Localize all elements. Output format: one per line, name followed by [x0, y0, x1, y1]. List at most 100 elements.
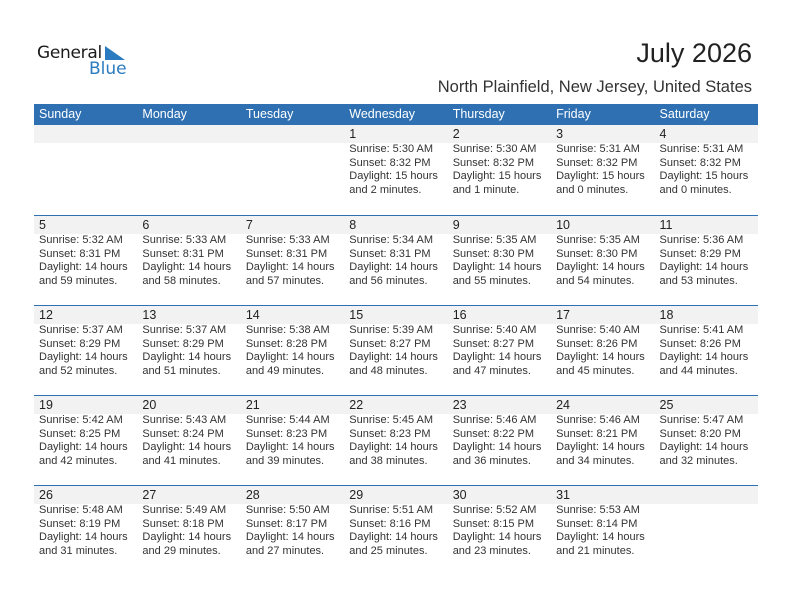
day-number: 2	[452, 127, 460, 141]
sunset-text: Sunset: 8:23 PM	[245, 427, 328, 440]
daylight-text: Daylight: 14 hours	[142, 441, 232, 453]
day-number: 31	[556, 488, 571, 502]
day-cell: 21 Sunrise: 5:44 AM Sunset: 8:23 PM Dayligh…	[241, 396, 344, 468]
day-number: 30	[452, 488, 467, 502]
day-cell: 2 Sunrise: 5:30 AM Sunset: 8:32 PM Daylight…	[448, 125, 551, 197]
day-number: 24	[556, 398, 571, 412]
weekday-header-row: Sunday Monday Tuesday Wednesday Thursday Frid…	[34, 104, 758, 125]
sunrise-text: Sunrise: 5:44 AM	[245, 414, 330, 426]
daylight-text: Daylight: 14 hours	[659, 441, 749, 453]
weekday-monday: Monday	[142, 107, 187, 121]
day-number: 6	[142, 218, 150, 232]
week-row: 1 Sunrise: 5:30 AM Sunset: 8:32 PM Daylight…	[34, 125, 758, 215]
daylight-text: Daylight: 14 hours	[349, 261, 438, 273]
day-cell: 11 Sunrise: 5:36 AM Sunset: 8:29 PM Dayligh…	[655, 216, 758, 288]
empty-day-cell	[34, 125, 137, 197]
week-row: 19 Sunrise: 5:42 AM Sunset: 8:25 PM Dayligh…	[34, 395, 758, 485]
sunset-text: Sunset: 8:25 PM	[39, 427, 121, 440]
empty-day-cell	[241, 125, 344, 197]
sunrise-text: Sunrise: 5:49 AM	[142, 504, 227, 516]
sunrise-text: Sunrise: 5:36 AM	[659, 234, 744, 246]
sunrise-text: Sunrise: 5:40 AM	[556, 324, 640, 336]
day-number: 20	[142, 398, 157, 412]
day-cell: 17 Sunrise: 5:40 AM Sunset: 8:26 PM Dayligh…	[551, 306, 654, 378]
daylight-minutes-text: and 52 minutes.	[39, 364, 118, 377]
sunset-text: Sunset: 8:14 PM	[556, 517, 638, 530]
day-cell: 31 Sunrise: 5:53 AM Sunset: 8:14 PM Dayligh…	[551, 486, 654, 558]
day-number: 22	[349, 398, 364, 412]
weekday-friday: Friday	[556, 107, 591, 121]
daylight-text: Daylight: 14 hours	[349, 441, 438, 453]
sunset-text: Sunset: 8:32 PM	[659, 156, 741, 169]
day-number: 13	[142, 308, 157, 322]
day-number: 18	[659, 308, 674, 322]
day-number: 19	[39, 398, 53, 412]
daylight-minutes-text: and 42 minutes.	[39, 454, 118, 467]
daylight-minutes-text: and 55 minutes.	[452, 274, 531, 287]
daylight-text: Daylight: 14 hours	[556, 351, 645, 363]
day-cell: 15 Sunrise: 5:39 AM Sunset: 8:27 PM Dayligh…	[344, 306, 447, 378]
day-number: 28	[245, 488, 260, 502]
daylight-text: Daylight: 14 hours	[245, 261, 335, 273]
daylight-text: Daylight: 14 hours	[39, 441, 128, 453]
daylight-minutes-text: and 38 minutes.	[349, 454, 428, 467]
daylight-minutes-text: and 47 minutes.	[452, 364, 531, 377]
day-number: 17	[556, 308, 571, 322]
sunrise-text: Sunrise: 5:32 AM	[39, 234, 123, 246]
sunset-text: Sunset: 8:26 PM	[659, 337, 741, 350]
sunset-text: Sunset: 8:32 PM	[349, 156, 431, 169]
daylight-minutes-text: and 25 minutes.	[349, 544, 428, 557]
daylight-minutes-text: and 1 minute.	[452, 183, 520, 196]
calendar-grid: Sunday Monday Tuesday Wednesday Thursday Frid…	[34, 104, 758, 575]
daylight-minutes-text: and 27 minutes.	[245, 544, 325, 557]
daylight-text: Daylight: 14 hours	[556, 441, 645, 453]
daylight-text: Daylight: 14 hours	[556, 261, 645, 273]
daylight-text: Daylight: 14 hours	[659, 261, 749, 273]
sunrise-text: Sunrise: 5:30 AM	[349, 143, 434, 155]
sunrise-text: Sunrise: 5:39 AM	[349, 324, 434, 336]
day-number: 3	[556, 127, 564, 141]
daylight-text: Daylight: 14 hours	[142, 261, 232, 273]
sunset-text: Sunset: 8:15 PM	[452, 517, 535, 530]
daylight-minutes-text: and 2 minutes.	[349, 183, 422, 196]
day-cell: 5 Sunrise: 5:32 AM Sunset: 8:31 PM Daylight…	[34, 216, 137, 288]
day-number: 15	[349, 308, 364, 322]
day-cell: 26 Sunrise: 5:48 AM Sunset: 8:19 PM Dayligh…	[34, 486, 137, 558]
weekday-sunday: Sunday	[39, 107, 82, 121]
sunrise-text: Sunrise: 5:46 AM	[452, 414, 537, 426]
daylight-minutes-text: and 34 minutes.	[556, 454, 635, 467]
daylight-minutes-text: and 56 minutes.	[349, 274, 428, 287]
daylight-minutes-text: and 57 minutes.	[245, 274, 325, 287]
day-number: 7	[245, 218, 253, 232]
daylight-text: Daylight: 15 hours	[452, 170, 542, 182]
daylight-minutes-text: and 59 minutes.	[39, 274, 118, 287]
day-cell: 13 Sunrise: 5:37 AM Sunset: 8:29 PM Dayligh…	[137, 306, 240, 378]
day-number: 26	[39, 488, 53, 502]
daylight-minutes-text: and 0 minutes.	[556, 183, 629, 196]
daylight-minutes-text: and 29 minutes.	[142, 544, 221, 557]
daylight-minutes-text: and 39 minutes.	[245, 454, 325, 467]
logo-word-blue: Blue	[89, 59, 127, 79]
date-band	[34, 306, 758, 324]
week-row: 26 Sunrise: 5:48 AM Sunset: 8:19 PM Dayligh…	[34, 485, 758, 575]
sunrise-text: Sunrise: 5:48 AM	[39, 504, 123, 516]
weekday-thursday: Thursday	[452, 107, 505, 121]
sunrise-text: Sunrise: 5:34 AM	[349, 234, 434, 246]
sunrise-text: Sunrise: 5:31 AM	[556, 143, 640, 155]
sunset-text: Sunset: 8:26 PM	[556, 337, 638, 350]
daylight-minutes-text: and 53 minutes.	[659, 274, 738, 287]
sunset-text: Sunset: 8:31 PM	[39, 247, 121, 260]
daylight-minutes-text: and 21 minutes.	[556, 544, 635, 557]
sunset-text: Sunset: 8:31 PM	[142, 247, 224, 260]
day-cell: 28 Sunrise: 5:50 AM Sunset: 8:17 PM Dayligh…	[241, 486, 344, 558]
day-cell: 23 Sunrise: 5:46 AM Sunset: 8:22 PM Dayligh…	[448, 396, 551, 468]
sunset-text: Sunset: 8:17 PM	[245, 517, 328, 530]
day-number: 5	[39, 218, 46, 232]
sunset-text: Sunset: 8:29 PM	[659, 247, 741, 260]
sunset-text: Sunset: 8:16 PM	[349, 517, 431, 530]
sunrise-text: Sunrise: 5:51 AM	[349, 504, 434, 516]
day-cell: 19 Sunrise: 5:42 AM Sunset: 8:25 PM Dayligh…	[34, 396, 137, 468]
sunrise-text: Sunrise: 5:50 AM	[245, 504, 330, 516]
daylight-text: Daylight: 14 hours	[452, 261, 542, 273]
logo: General Blue	[37, 43, 137, 83]
